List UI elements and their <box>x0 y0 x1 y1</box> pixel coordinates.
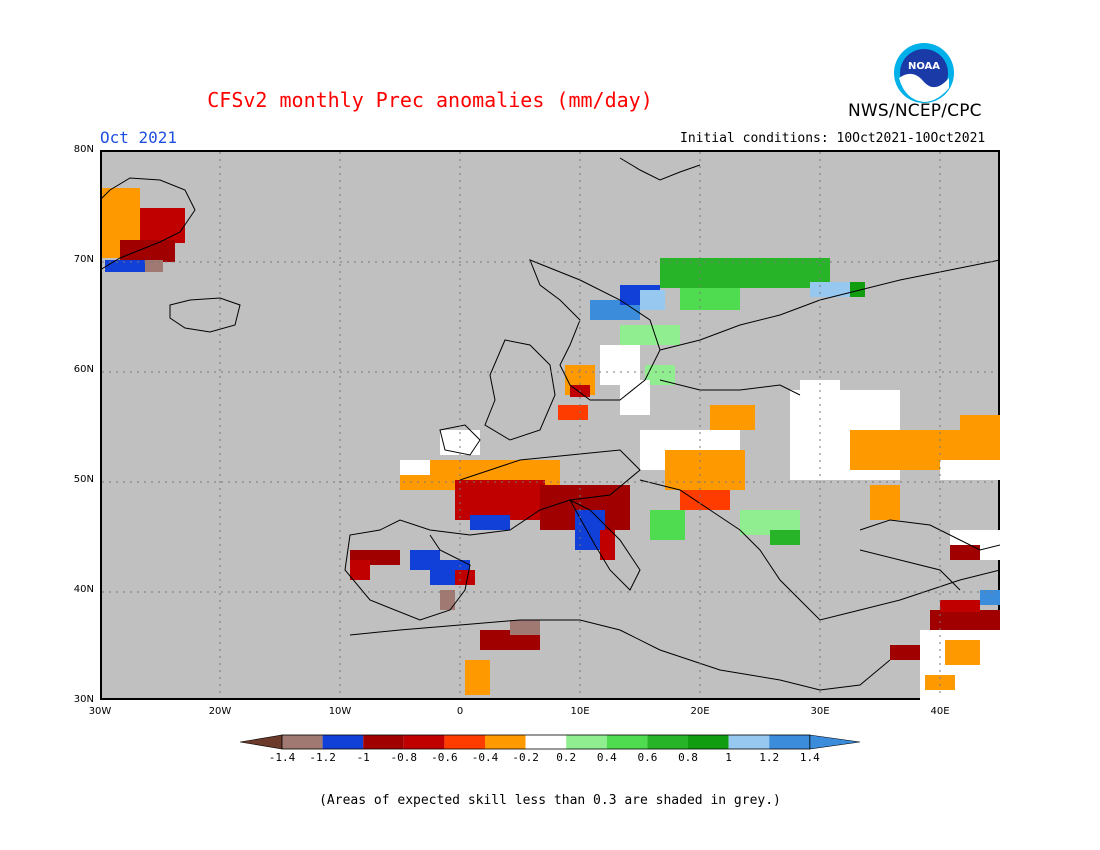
colorbar-tick: 1 <box>725 751 732 764</box>
colorbar-tick: -0.2 <box>512 751 539 764</box>
chart-title: CFSv2 monthly Prec anomalies (mm/day) <box>207 88 653 112</box>
lat-label-50n: 50N <box>73 474 94 485</box>
colorbar-tick: -0.4 <box>471 751 499 764</box>
lat-label-30n: 30N <box>73 694 94 705</box>
lon-label-30e: 30E <box>810 706 830 717</box>
colorbar-tick: -1.4 <box>268 751 296 764</box>
lat-label-60n: 60N <box>73 364 94 375</box>
lon-label-10w: 10W <box>328 706 352 717</box>
lat-label-40n: 40N <box>73 584 94 595</box>
lon-label-10e: 10E <box>570 706 590 717</box>
lon-label-0: 0 <box>456 706 464 717</box>
colorbar-tick: 0.4 <box>596 751 617 764</box>
svg-text:NOAA: NOAA <box>908 61 940 72</box>
graticule <box>102 152 998 698</box>
skill-footnote: (Areas of expected skill less than 0.3 a… <box>319 793 781 808</box>
initial-conditions-label: Initial conditions: 10Oct2021-10Oct2021 <box>680 131 986 146</box>
colorbar-tick: -1 <box>356 751 370 764</box>
lon-label-20w: 20W <box>208 706 232 717</box>
anomaly-map <box>100 150 1000 700</box>
lon-label-30w: 30W <box>88 706 112 717</box>
lat-label-70n: 70N <box>73 254 94 265</box>
noaa-logo: NOAA <box>893 42 955 104</box>
colorbar-tick: -0.6 <box>431 751 458 764</box>
lon-label-40e: 40E <box>930 706 950 717</box>
colorbar-tick: -0.8 <box>390 751 418 764</box>
colorbar-tick: 1.4 <box>799 751 820 764</box>
coastlines <box>100 157 1000 691</box>
color-bar <box>239 734 862 754</box>
colorbar-tick: 0.6 <box>637 751 658 764</box>
colorbar-tick: 0.8 <box>678 751 698 764</box>
lat-label-80n: 80N <box>73 144 94 155</box>
colorbar-tick: -1.2 <box>309 751 336 764</box>
anomaly-patches <box>102 188 1000 700</box>
colorbar-tick: 1.2 <box>759 751 780 764</box>
lon-label-20e: 20E <box>690 706 710 717</box>
colorbar-tick: 0.2 <box>556 751 577 764</box>
organization-label: NWS/NCEP/CPC <box>848 101 982 121</box>
month-label: Oct 2021 <box>100 128 178 147</box>
